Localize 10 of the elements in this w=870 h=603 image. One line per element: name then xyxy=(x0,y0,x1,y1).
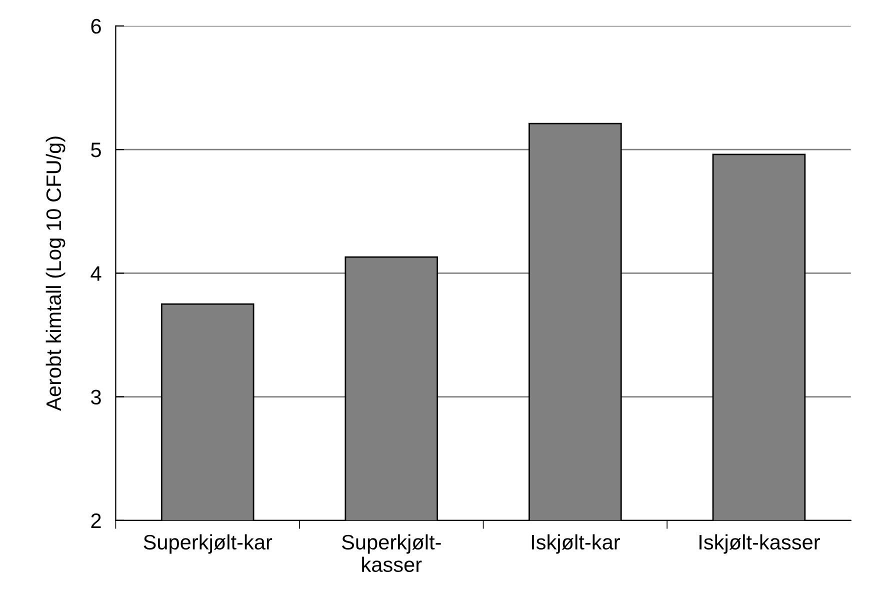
y-axis-title: Aerobt kimtall (Log 10 CFU/g) xyxy=(46,136,66,411)
y-tick-label: 6 xyxy=(91,18,101,34)
x-tick-label: Iskjølt-kar xyxy=(532,534,620,554)
y-tick-label: 3 xyxy=(91,390,101,405)
x-tick-label: Iskjølt-kasser xyxy=(700,534,820,554)
x-tick-label: Superkjølt-kasser xyxy=(342,534,441,572)
y-tick-label: 4 xyxy=(90,266,102,281)
y-tick-label: 2 xyxy=(91,513,101,528)
x-tick-label: Superkjølt-kar xyxy=(144,534,272,554)
y-tick-label: 5 xyxy=(91,142,101,158)
